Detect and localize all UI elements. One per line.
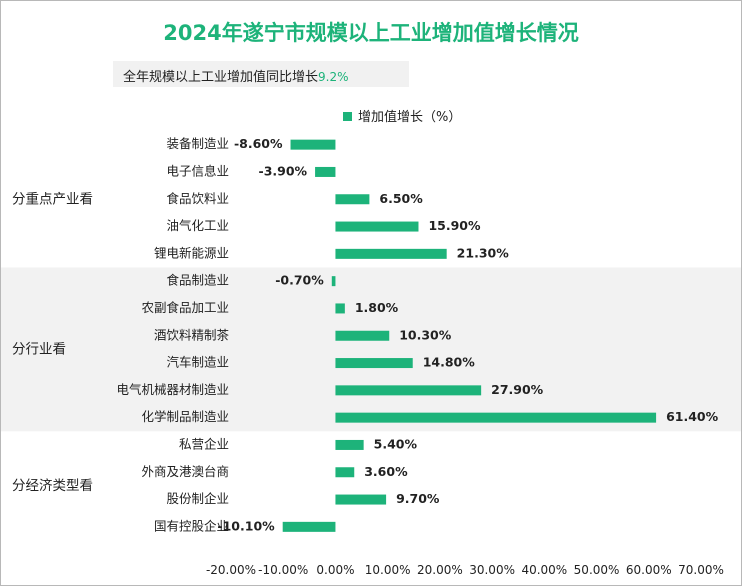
category-label: 电气机械器材制造业 [116, 382, 229, 397]
category-label: 电子信息业 [166, 163, 229, 178]
bar [335, 303, 345, 314]
bar [290, 139, 336, 150]
data-label: 5.40% [374, 436, 418, 451]
category-label: 化学制品制造业 [141, 409, 229, 424]
x-tick-label: 40.00% [521, 563, 567, 577]
category-label: 汽车制造业 [166, 355, 229, 370]
x-tick-label: 0.00% [316, 563, 354, 577]
category-label: 外商及港澳台商 [141, 464, 229, 479]
data-label: 6.50% [379, 191, 423, 206]
category-label: 酒饮料精制茶 [154, 327, 230, 342]
bar [335, 467, 355, 478]
data-label: 14.80% [423, 355, 476, 370]
category-label: 食品饮料业 [166, 191, 229, 206]
bar [335, 412, 657, 423]
x-tick-label: 10.00% [365, 563, 411, 577]
subtitle-box: 全年规模以上工业增加值同比增长9.2% [113, 61, 409, 87]
data-label: -8.60% [234, 136, 283, 151]
group-label: 分重点产业看 [12, 191, 93, 207]
x-tick-label: -10.00% [258, 563, 308, 577]
bar [335, 194, 370, 205]
category-label: 油气化工业 [166, 218, 229, 233]
bar [282, 521, 336, 532]
data-label: 21.30% [457, 245, 510, 260]
data-label: 9.70% [396, 491, 440, 506]
category-label: 食品制造业 [166, 273, 229, 288]
group-band [1, 267, 741, 432]
group-label: 分行业看 [12, 341, 66, 357]
bar [335, 494, 387, 505]
data-label: 10.30% [399, 327, 452, 342]
legend-label: 增加值增长（%） [358, 110, 462, 125]
x-tick-label: 60.00% [626, 563, 672, 577]
x-tick-label: 50.00% [574, 563, 620, 577]
data-label: 1.80% [355, 300, 399, 315]
legend-swatch [343, 112, 352, 121]
category-label: 锂电新能源业 [154, 245, 229, 260]
data-label: 27.90% [491, 382, 544, 397]
subtitle-label: 全年规模以上工业增加值同比增长 [123, 70, 319, 85]
legend: 增加值增长（%） [343, 106, 461, 125]
bar [335, 385, 482, 396]
bar [315, 166, 336, 177]
data-label: 61.40% [666, 409, 719, 424]
x-tick-label: -20.00% [206, 563, 256, 577]
bar [335, 221, 419, 232]
category-label: 股份制企业 [166, 491, 229, 506]
data-label: -10.10% [217, 518, 275, 533]
data-label: -3.90% [259, 163, 308, 178]
category-label: 私营企业 [179, 436, 229, 451]
data-label: -0.70% [275, 273, 324, 288]
subtitle: 全年规模以上工业增加值同比增长9.2% [123, 66, 349, 85]
category-label: 装备制造业 [166, 136, 229, 151]
data-label: 3.60% [364, 464, 408, 479]
x-tick-label: 70.00% [678, 563, 724, 577]
data-label: 15.90% [428, 218, 481, 233]
x-tick-label: 20.00% [417, 563, 463, 577]
category-label: 国有控股企业 [154, 518, 229, 533]
category-label: 农副食品加工业 [141, 300, 229, 315]
x-tick-label: 30.00% [469, 563, 515, 577]
bar [335, 439, 364, 450]
bar [335, 248, 447, 259]
bar [335, 330, 390, 341]
group-label: 分经济类型看 [12, 478, 93, 494]
bar [335, 358, 413, 369]
bar [331, 276, 336, 287]
subtitle-value: 9.2% [318, 70, 349, 84]
chart-title: 2024年遂宁市规模以上工业增加值增长情况 [163, 21, 579, 45]
